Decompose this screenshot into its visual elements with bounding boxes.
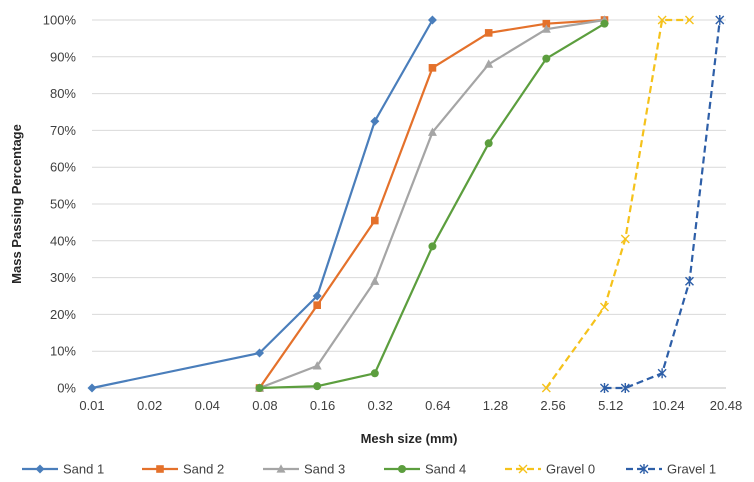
x-axis-ticks: 0.01 0.02 0.04 0.08 0.16 0.32 0.64 1.28 2.56 5.12… <box>79 398 742 413</box>
data-point-gravel-0 <box>541 383 551 393</box>
series-layer <box>87 15 725 393</box>
x-axis-title: Mesh size (mm) <box>361 431 458 446</box>
legend-marker-sand-1 <box>35 464 45 474</box>
data-point-sand-1 <box>370 116 380 126</box>
y-tick-label: 50% <box>50 197 76 212</box>
gridlines <box>92 19 726 352</box>
x-tick-label: 5.12 <box>598 398 623 413</box>
data-point-sand-2 <box>428 64 437 72</box>
x-tick-label: 0.01 <box>79 398 104 413</box>
x-tick-label: 0.02 <box>137 398 162 413</box>
series-sand-4 <box>255 19 609 392</box>
data-point-sand-2 <box>313 301 321 309</box>
legend-marker-gravel-1 <box>639 464 649 474</box>
legend-marker-gravel-0 <box>518 464 528 474</box>
legend-item-gravel-0: Gravel 0 <box>505 462 595 477</box>
x-tick-label: 0.32 <box>368 398 393 413</box>
data-point-sand-4 <box>370 369 379 378</box>
x-tick-label: 0.08 <box>252 398 277 413</box>
data-point-sand-3 <box>484 59 494 68</box>
data-point-sand-2 <box>371 216 379 225</box>
data-point-sand-4 <box>255 384 264 392</box>
series-gravel-1 <box>599 15 725 393</box>
data-point-sand-1 <box>312 291 322 301</box>
x-tick-label: 0.04 <box>195 398 220 413</box>
legend: Sand 1 Sand 2 Sand 3 Sand 4 Gravel 0 Gravel 1 <box>22 462 716 477</box>
data-point-sand-3 <box>312 361 322 370</box>
legend-item-sand-2: Sand 2 <box>142 462 224 477</box>
data-point-sand-1 <box>427 15 437 25</box>
series-sand-3 <box>255 15 609 392</box>
legend-label-gravel-0: Gravel 0 <box>546 462 595 477</box>
x-tick-label: 20.48 <box>710 398 743 413</box>
data-point-gravel-0 <box>684 15 694 25</box>
x-tick-label: 2.56 <box>540 398 565 413</box>
y-tick-label: 100% <box>43 13 77 28</box>
y-tick-label: 0% <box>57 381 76 396</box>
y-axis-ticks: 0% 10% 20% 30% 40% 50% 60% 70% 80% 90% 100% <box>43 13 77 396</box>
data-point-sand-1 <box>87 383 97 393</box>
legend-label-sand-4: Sand 4 <box>425 462 466 477</box>
data-point-sand-4 <box>484 139 493 148</box>
y-tick-label: 40% <box>50 233 76 248</box>
data-point-sand-3 <box>541 24 551 33</box>
data-point-sand-4 <box>428 242 437 251</box>
series-sand-1 <box>87 15 437 393</box>
data-point-gravel-1 <box>715 15 725 25</box>
y-tick-label: 60% <box>50 160 76 175</box>
legend-marker-sand-4 <box>398 465 406 473</box>
data-point-gravel-1 <box>684 276 694 287</box>
data-point-sand-3 <box>427 127 437 136</box>
x-tick-label: 10.24 <box>652 398 685 413</box>
legend-item-gravel-1: Gravel 1 <box>626 462 716 477</box>
legend-label-gravel-1: Gravel 1 <box>667 462 716 477</box>
data-point-gravel-0 <box>657 15 667 25</box>
data-point-sand-2 <box>542 19 551 28</box>
legend-label-sand-1: Sand 1 <box>63 462 104 477</box>
data-point-sand-4 <box>600 19 609 28</box>
legend-item-sand-4: Sand 4 <box>384 462 466 477</box>
legend-label-sand-3: Sand 3 <box>304 462 345 477</box>
y-tick-label: 20% <box>50 307 76 322</box>
data-point-gravel-1 <box>620 383 630 393</box>
data-point-sand-4 <box>542 54 551 63</box>
x-tick-label: 0.16 <box>310 398 335 413</box>
legend-label-sand-2: Sand 2 <box>183 462 224 477</box>
y-tick-label: 70% <box>50 123 76 138</box>
data-point-sand-4 <box>313 382 322 391</box>
data-point-sand-3 <box>370 276 380 285</box>
y-axis-title: Mass Passing Percentage <box>9 124 24 284</box>
y-tick-label: 80% <box>50 86 76 101</box>
data-point-gravel-0 <box>620 234 630 244</box>
legend-item-sand-3: Sand 3 <box>263 462 345 477</box>
data-point-gravel-1 <box>657 368 667 379</box>
data-point-sand-1 <box>255 348 265 358</box>
x-tick-label: 1.28 <box>483 398 508 413</box>
data-point-gravel-1 <box>599 383 609 393</box>
legend-marker-sand-3 <box>276 464 286 473</box>
data-point-gravel-0 <box>599 302 609 312</box>
y-tick-label: 10% <box>50 344 76 359</box>
series-gravel-0 <box>541 15 694 393</box>
legend-marker-sand-2 <box>156 465 164 473</box>
y-tick-label: 30% <box>50 270 76 285</box>
x-tick-label: 0.64 <box>425 398 450 413</box>
data-point-sand-2 <box>484 29 493 37</box>
series-line-sand-4 <box>259 22 606 390</box>
legend-item-sand-1: Sand 1 <box>22 462 104 477</box>
y-tick-label: 90% <box>50 49 76 64</box>
